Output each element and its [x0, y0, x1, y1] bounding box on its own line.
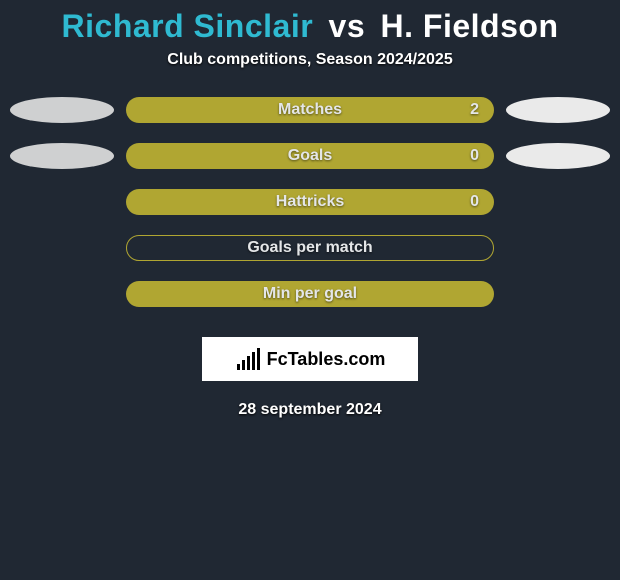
left-ellipse — [10, 143, 114, 169]
brand-chart-icon — [235, 348, 263, 370]
date-line: 28 september 2024 — [0, 401, 620, 419]
right-ellipse — [506, 143, 610, 169]
stat-bar: Goals 0 — [126, 143, 494, 169]
brand-text: FcTables.com — [267, 349, 386, 370]
brand-badge: FcTables.com — [202, 337, 418, 381]
left-ellipse — [10, 281, 114, 307]
subtitle: Club competitions, Season 2024/2025 — [0, 51, 620, 69]
player1-name: Richard Sinclair — [62, 8, 314, 44]
stat-bar: Goals per match — [126, 235, 494, 261]
stat-value: 0 — [470, 193, 479, 211]
right-ellipse — [506, 281, 610, 307]
stat-value: 0 — [470, 147, 479, 165]
stat-row: Goals 0 — [10, 143, 610, 169]
stat-rows: Matches 2 Goals 0 Hattricks 0 Goals per match M… — [0, 97, 620, 307]
stat-label: Goals per match — [247, 239, 372, 257]
stat-label: Min per goal — [263, 285, 357, 303]
left-ellipse — [10, 97, 114, 123]
right-ellipse — [506, 235, 610, 261]
right-ellipse — [506, 97, 610, 123]
stat-row: Matches 2 — [10, 97, 610, 123]
right-ellipse — [506, 189, 610, 215]
page-title: Richard Sinclair vs H. Fieldson — [0, 0, 620, 51]
comparison-card: Richard Sinclair vs H. Fieldson Club com… — [0, 0, 620, 580]
stat-row: Goals per match — [10, 235, 610, 261]
stat-value: 2 — [470, 101, 479, 119]
left-ellipse — [10, 235, 114, 261]
stat-bar: Matches 2 — [126, 97, 494, 123]
player2-name: H. Fieldson — [381, 8, 559, 44]
stat-bar: Hattricks 0 — [126, 189, 494, 215]
stat-row: Min per goal — [10, 281, 610, 307]
stat-label: Matches — [278, 101, 342, 119]
stat-label: Hattricks — [276, 193, 344, 211]
vs-separator: vs — [323, 8, 372, 44]
left-ellipse — [10, 189, 114, 215]
stat-bar: Min per goal — [126, 281, 494, 307]
stat-label: Goals — [288, 147, 332, 165]
stat-row: Hattricks 0 — [10, 189, 610, 215]
